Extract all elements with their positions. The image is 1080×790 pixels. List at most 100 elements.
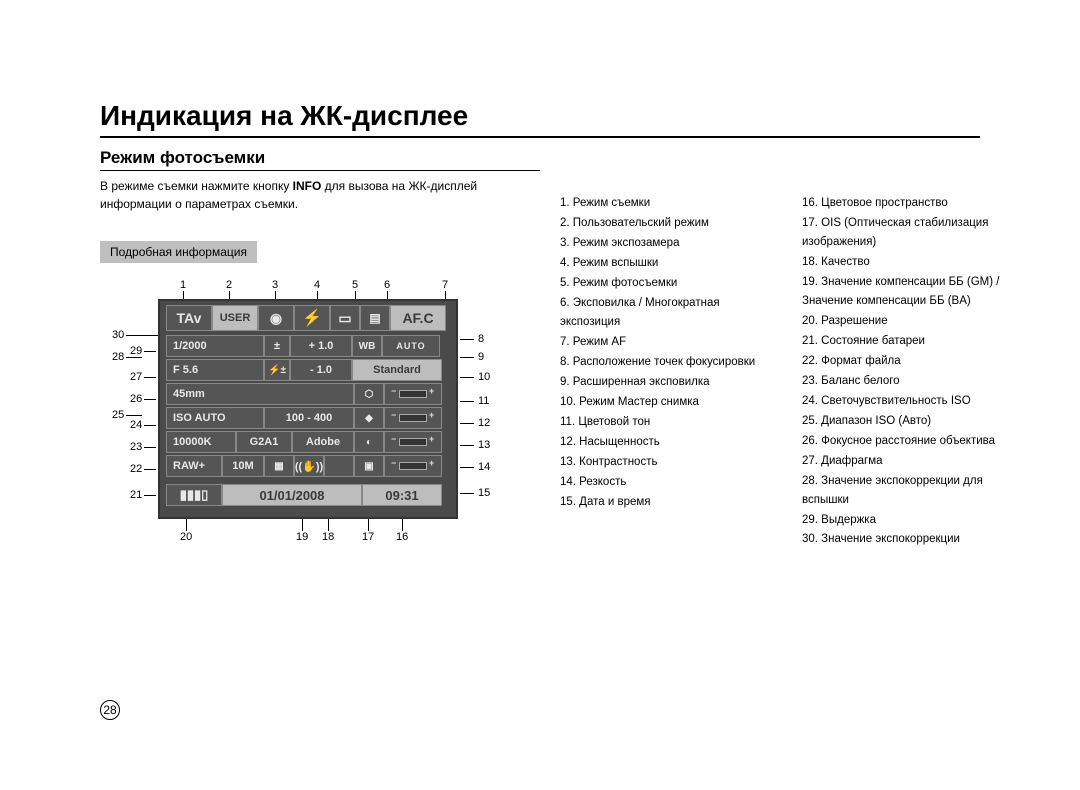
callout-3: 3	[272, 279, 278, 291]
ev-value: + 1.0	[290, 335, 352, 357]
callout-12: 12	[478, 417, 490, 429]
legend-item: 26. Фокусное расстояние объектива	[802, 432, 1012, 451]
sharpness-slider	[384, 455, 442, 477]
callout-b19: 19	[296, 531, 308, 543]
flash-ev: - 1.0	[290, 359, 352, 381]
callout-21: 21	[130, 489, 142, 501]
legend-item: 16. Цветовое пространство	[802, 194, 1012, 213]
aperture: F 5.6	[166, 359, 264, 381]
quality-icon: ▦	[264, 455, 294, 477]
legend-item: 20. Разрешение	[802, 312, 1012, 331]
legend-item: 15. Дата и время	[560, 493, 770, 512]
legend-item: 2. Пользовательский режим	[560, 214, 770, 233]
legend-item: 29. Выдержка	[802, 511, 1012, 530]
legend-item: 3. Режим экспозамера	[560, 234, 770, 253]
callout-8: 8	[478, 333, 484, 345]
legend-item: 25. Диапазон ISO (Авто)	[802, 412, 1012, 431]
hue-icon: ⬡	[354, 383, 384, 405]
hue-slider	[384, 383, 442, 405]
page-number: 28	[100, 700, 120, 720]
wb-shift: G2A1	[236, 431, 292, 453]
time: 09:31	[362, 484, 442, 506]
callout-6: 6	[384, 279, 390, 291]
legend-item: 12. Насыщенность	[560, 433, 770, 452]
iso-range: 100 - 400	[264, 407, 354, 429]
legend-item: 8. Расположение точек фокусировки	[560, 353, 770, 372]
date: 01/01/2008	[222, 484, 362, 506]
callout-9: 9	[478, 351, 484, 363]
contrast-icon: ◐	[354, 431, 384, 453]
legend-item: 5. Режим фотосъемки	[560, 274, 770, 293]
legend-item: 14. Резкость	[560, 473, 770, 492]
flash-ev-icon: ⚡±	[264, 359, 290, 381]
picture-mode: Standard	[352, 359, 442, 381]
lcd-panel: TAv USER ◉ ⚡ ▭ ▤ AF.C 1/2000 ± + 1.0 WB …	[158, 299, 458, 519]
legend-item: 10. Режим Мастер снимка	[560, 393, 770, 412]
iso-auto: ISO AUTO	[166, 407, 264, 429]
legend-item: 17. OIS (Оптическая стабилизация изображ…	[802, 214, 1012, 252]
callout-5: 5	[352, 279, 358, 291]
callout-25: 25	[112, 409, 124, 421]
callout-1: 1	[180, 279, 186, 291]
legend-col-2: 16. Цветовое пространство17. OIS (Оптиче…	[802, 194, 1012, 550]
callout-24: 24	[130, 419, 142, 431]
intro-text: В режиме съемки нажмите кнопку INFO для …	[100, 177, 540, 213]
bracket-icon: ▤	[360, 305, 390, 331]
callout-10: 10	[478, 371, 490, 383]
wb-icon: WB	[352, 335, 382, 357]
callout-b20: 20	[180, 531, 192, 543]
callout-4: 4	[314, 279, 320, 291]
legend-item: 21. Состояние батареи	[802, 332, 1012, 351]
colorspace: Adobe	[292, 431, 354, 453]
callout-30: 30	[112, 329, 124, 341]
callout-b16: 16	[396, 531, 408, 543]
callout-22: 22	[130, 463, 142, 475]
flash-icon: ⚡	[294, 305, 330, 331]
legend-item: 7. Режим AF	[560, 333, 770, 352]
callout-11: 11	[478, 395, 489, 407]
legend-col-1: 1. Режим съемки2. Пользовательский режим…	[560, 194, 770, 550]
callout-b18: 18	[322, 531, 334, 543]
legend-item: 11. Цветовой тон	[560, 413, 770, 432]
legend-item: 6. Эксповилка / Многократная экспозиция	[560, 294, 770, 332]
contrast-slider	[384, 431, 442, 453]
callout-27: 27	[130, 371, 142, 383]
ois-icon: ((✋))	[294, 455, 324, 477]
detail-info-label: Подробная информация	[100, 241, 257, 263]
saturation-slider	[384, 407, 442, 429]
sharpness-icon: ▣	[354, 455, 384, 477]
legend-item: 27. Диафрагма	[802, 452, 1012, 471]
resolution: 10M	[222, 455, 264, 477]
legend-item: 30. Значение экспокоррекции	[802, 530, 1012, 549]
callout-26: 26	[130, 393, 142, 405]
af-mode: AF.C	[390, 305, 446, 331]
lcd-figure: 1 2 3 4 5 6 7 8 9 10 11 12 13 14 15 30 2…	[100, 275, 540, 575]
legend: 1. Режим съемки2. Пользовательский режим…	[560, 194, 1012, 550]
callout-29: 29	[130, 345, 142, 357]
shutter-speed: 1/2000	[166, 335, 264, 357]
section-subtitle: Режим фотосъемки	[100, 148, 540, 171]
legend-item: 22. Формат файла	[802, 352, 1012, 371]
focal-length: 45mm	[166, 383, 354, 405]
file-format: RAW+	[166, 455, 222, 477]
af-point-auto: AUTO	[382, 335, 440, 357]
saturation-icon: ◆	[354, 407, 384, 429]
ev-icon: ±	[264, 335, 290, 357]
callout-28: 28	[112, 351, 124, 363]
legend-item: 1. Режим съемки	[560, 194, 770, 213]
callout-15: 15	[478, 487, 490, 499]
callout-2: 2	[226, 279, 232, 291]
user-mode: USER	[212, 305, 258, 331]
legend-item: 23. Баланс белого	[802, 372, 1012, 391]
wb-kelvin: 10000K	[166, 431, 236, 453]
callout-b17: 17	[362, 531, 374, 543]
drive-icon: ▭	[330, 305, 360, 331]
mode-dial: TAv	[166, 305, 212, 331]
metering-icon: ◉	[258, 305, 294, 331]
legend-item: 13. Контрастность	[560, 453, 770, 472]
legend-item: 9. Расширенная эксповилка	[560, 373, 770, 392]
callout-7: 7	[442, 279, 448, 291]
legend-item: 4. Режим вспышки	[560, 254, 770, 273]
battery-icon: ▮▮▮▯	[166, 484, 222, 506]
callout-13: 13	[478, 439, 490, 451]
